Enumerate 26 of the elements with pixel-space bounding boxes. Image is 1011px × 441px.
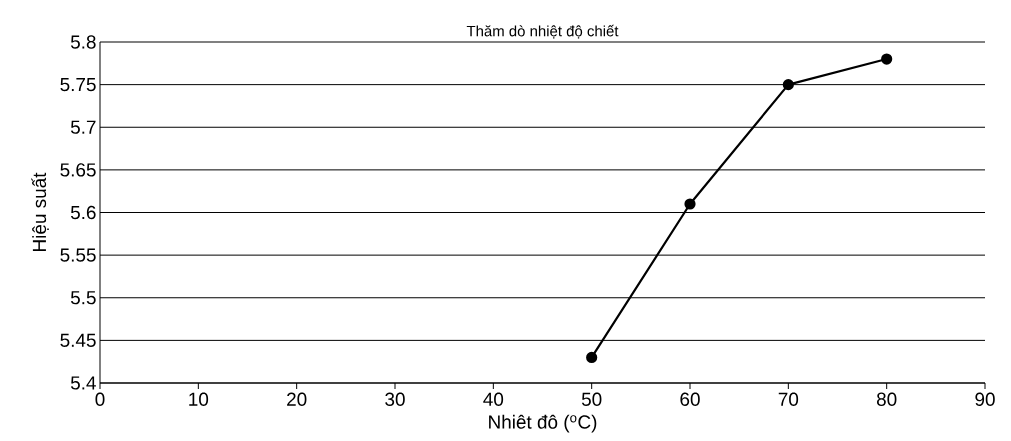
- x-tick-label: 60: [680, 392, 700, 406]
- x-tick-label: 80: [876, 392, 897, 406]
- x-tick-label: 70: [778, 392, 799, 406]
- chart-title: Thăm dò nhiệt độ chiết: [466, 24, 619, 39]
- x-tick-label: 90: [975, 392, 995, 406]
- y-tick-label: 5.75: [60, 78, 96, 92]
- y-tick-label: 5.5: [70, 291, 96, 305]
- y-tick-label: 5.7: [70, 120, 96, 134]
- y-tick-label: 5.6: [70, 205, 96, 220]
- x-tick-label: 50: [581, 392, 602, 406]
- y-tick-label: 5.4: [70, 376, 96, 390]
- x-tick-label: 20: [287, 392, 307, 406]
- y-tick-label: 5.45: [60, 333, 96, 347]
- y-tick-label: 5.55: [60, 248, 96, 262]
- y-tick-label: 5.65: [60, 163, 96, 177]
- y-axis-title: Hiệu suất: [31, 172, 49, 251]
- point: [782, 79, 794, 91]
- x-tick-label: 0: [95, 392, 105, 406]
- x-axis-title: Nhiêt đô ($^{o}$C): [489, 414, 597, 433]
- x-tick-label: 10: [189, 392, 209, 406]
- x-tick-label: 30: [385, 392, 405, 406]
- point: [684, 198, 696, 210]
- point: [586, 351, 598, 364]
- x-tick-label: 40: [483, 392, 504, 406]
- y-tick-label: 5.8: [70, 35, 96, 49]
- point: [881, 53, 893, 65]
